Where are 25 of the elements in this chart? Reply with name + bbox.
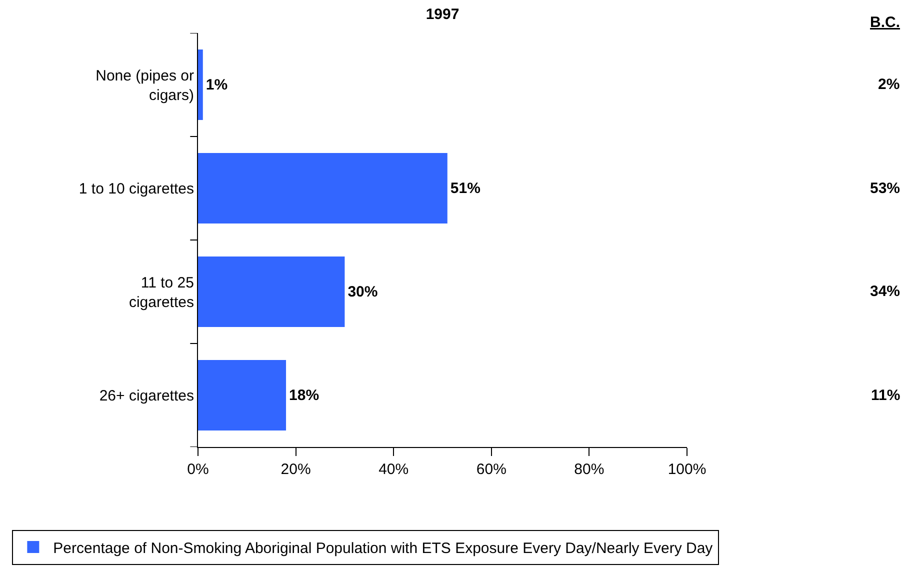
text: 34% [870,283,900,300]
bar [198,153,448,224]
text: 53% [870,180,900,197]
x-tick-label: 60% [476,461,506,478]
data-label: 1% [206,76,228,94]
y-tick-label: 1 to 10 cigarettes [78,180,194,198]
bar [198,360,286,430]
y-tick-label: 11 to 25 cigarettes [128,274,194,311]
x-tick-label: 0% [187,461,209,478]
data-label: 18% [289,386,320,404]
text: B.C. [870,14,900,31]
y-tick-label: 26+ cigarettes [99,388,194,404]
x-tick-label: 80% [574,461,604,478]
x-tick-label: 20% [280,461,311,478]
chart-title: 1997 [426,6,460,24]
bar [198,50,203,120]
bar [198,256,345,327]
data-label: 51% [450,180,480,197]
x-tick-label: 40% [378,461,409,478]
text: 11% [871,387,900,404]
legend-label: Percentage of Non-Smoking Aboriginal Population with ETS Exposure Every Day/Nearly Every Day [53,540,714,557]
text: 2% [878,76,900,93]
data-label: 30% [348,283,378,300]
y-tick-label: None (pipes or cigars) [96,67,194,104]
x-tick-label: 100% [668,461,706,478]
